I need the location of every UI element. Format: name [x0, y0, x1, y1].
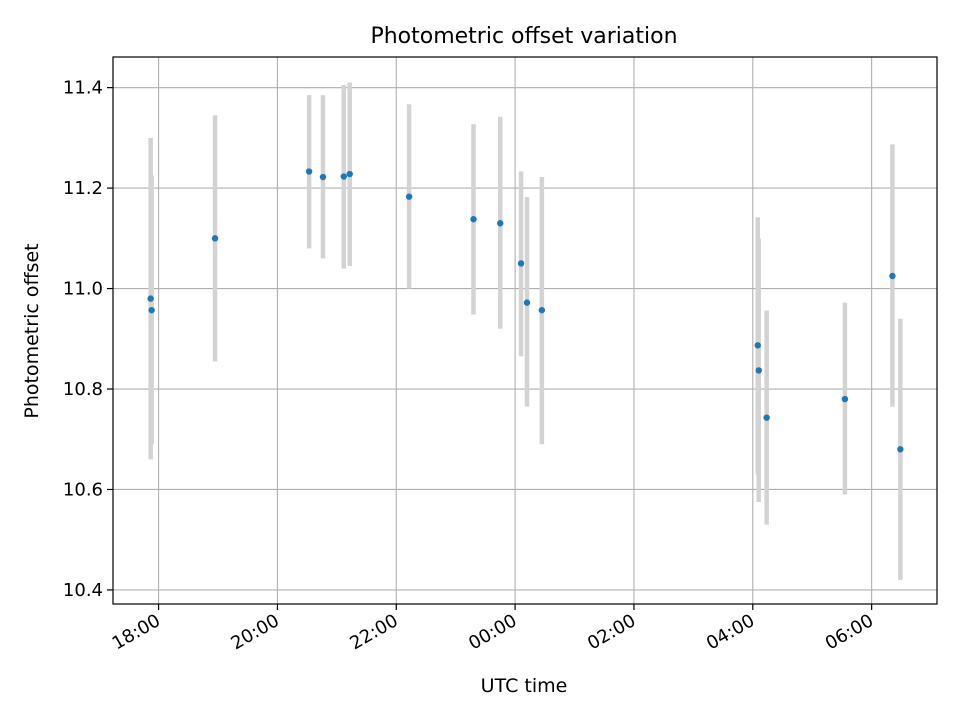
data-point: [497, 220, 504, 227]
data-point: [148, 306, 155, 314]
data-point: [211, 235, 219, 242]
y-tick-label: 11.4: [63, 78, 103, 99]
y-tick-label: 10.8: [63, 379, 103, 400]
plot-frame: [112, 56, 938, 605]
data-point: [889, 272, 896, 280]
data-point: [470, 216, 477, 223]
data-point: [763, 414, 770, 421]
data-point: [305, 168, 313, 175]
data-point: [346, 170, 353, 178]
data-point: [340, 173, 347, 180]
x-axis-label: UTC time: [481, 675, 568, 697]
data-point: [405, 193, 413, 200]
y-axis-label: Photometric offset: [21, 243, 43, 418]
y-tick-label: 11.0: [63, 279, 103, 300]
data-point: [147, 295, 154, 302]
data-point: [897, 446, 904, 453]
data-point: [523, 299, 531, 306]
data-point: [754, 342, 761, 349]
data-point: [538, 306, 546, 314]
data-point: [841, 395, 849, 403]
grid-layer: [113, 57, 937, 604]
point-layer: [147, 168, 904, 453]
y-tick-label: 11.2: [63, 178, 103, 199]
y-tick-label: 10.4: [63, 580, 103, 601]
chart-title: Photometric offset variation: [370, 24, 677, 49]
data-point: [319, 173, 327, 181]
y-tick-label: 10.6: [63, 479, 103, 500]
data-point: [755, 367, 762, 374]
data-point: [517, 260, 525, 267]
